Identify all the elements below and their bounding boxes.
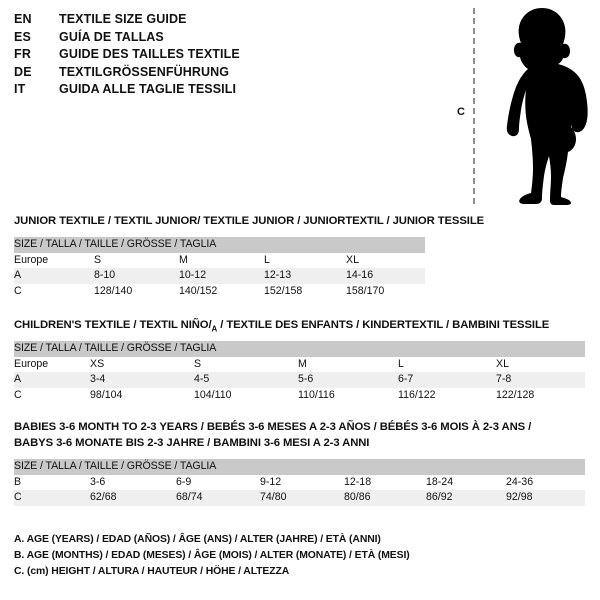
- height-measurement-figure: C: [440, 6, 600, 206]
- table-row: C 62/68 68/74 74/80 80/86 86/92 92/98: [14, 490, 586, 506]
- language-row-fr: FR GUIDE DES TAILLES TEXTILE: [14, 47, 434, 65]
- row-value: 122/128: [496, 387, 586, 403]
- row-value: 80/86: [344, 490, 426, 506]
- babies-section-title-line1: BABIES 3-6 MONTH TO 2-3 YEARS / BEBÉS 3-…: [14, 421, 532, 433]
- language-title: GUÍA DE TALLAS: [59, 29, 164, 44]
- height-measure-label: C: [457, 106, 465, 118]
- row-value: M: [179, 252, 264, 268]
- table-row: B 3-6 6-9 9-12 12-18 18-24 24-36: [14, 474, 586, 490]
- babies-size-table: SIZE / TALLA / TAILLE / GRÖSSE / TAGLIA …: [14, 459, 586, 506]
- row-value: 5-6: [298, 372, 398, 388]
- babies-table-header-label: SIZE / TALLA / TAILLE / GRÖSSE / TAGLIA: [14, 459, 586, 475]
- junior-size-table: SIZE / TALLA / TAILLE / GRÖSSE / TAGLIA …: [14, 237, 426, 299]
- table-row: C 98/104 104/110 110/116 116/122 122/128: [14, 387, 586, 403]
- row-value: 152/158: [264, 283, 346, 299]
- table-row: C 128/140 140/152 152/158 158/170: [14, 283, 426, 299]
- language-title: TEXTILE SIZE GUIDE: [59, 12, 187, 26]
- row-value: 18-24: [426, 474, 506, 490]
- row-value: 10-12: [179, 268, 264, 284]
- legend-item-b: B. AGE (MONTHS) / EDAD (MESES) / ÂGE (MO…: [14, 550, 410, 561]
- language-title: GUIDE DES TAILLES TEXTILE: [59, 47, 240, 61]
- row-value: 14-16: [346, 268, 426, 284]
- children-section-title: CHILDREN'S TEXTILE / TEXTIL NIÑO/A / TEX…: [14, 319, 549, 333]
- children-table-header-row: SIZE / TALLA / TAILLE / GRÖSSE / TAGLIA: [14, 341, 586, 357]
- row-value: 12-13: [264, 268, 346, 284]
- language-title: TEXTILGRÖSSENFÜHRUNG: [59, 64, 230, 79]
- row-value: 7-8: [496, 372, 586, 388]
- row-value: 116/122: [398, 387, 496, 403]
- row-value: 62/68: [90, 490, 176, 506]
- junior-table-header-label: SIZE / TALLA / TAILLE / GRÖSSE / TAGLIA: [14, 237, 426, 253]
- row-value: XL: [496, 356, 586, 372]
- row-value: S: [194, 356, 298, 372]
- row-value: 74/80: [260, 490, 344, 506]
- table-row: Europe S M L XL: [14, 252, 426, 268]
- row-label: Europe: [14, 252, 94, 268]
- babies-section-title-line2: BABYS 3-6 MONATE BIS 2-3 JAHRE / BAMBINI…: [14, 437, 370, 449]
- row-value: 12-18: [344, 474, 426, 490]
- row-value: 128/140: [94, 283, 179, 299]
- row-value: 158/170: [346, 283, 426, 299]
- row-label: B: [14, 474, 90, 490]
- language-code: ES: [14, 29, 32, 44]
- row-value: 6-9: [176, 474, 260, 490]
- table-row: A 3-4 4-5 5-6 6-7 7-8: [14, 372, 586, 388]
- row-value: XL: [346, 252, 426, 268]
- legend-item-a: A. AGE (YEARS) / EDAD (AÑOS) / ÂGE (ANS)…: [14, 534, 381, 545]
- language-title: GUIDA ALLE TAGLIE TESSILI: [59, 82, 237, 96]
- row-value: XS: [90, 356, 194, 372]
- children-title-part1: CHILDREN'S TEXTILE / TEXTIL NIÑO/: [14, 319, 212, 331]
- language-row-en: EN TEXTILE SIZE GUIDE: [14, 12, 434, 30]
- children-size-table: SIZE / TALLA / TAILLE / GRÖSSE / TAGLIA …: [14, 341, 586, 403]
- language-code: EN: [14, 12, 32, 26]
- junior-section-title: JUNIOR TEXTILE / TEXTIL JUNIOR/ TEXTILE …: [14, 215, 485, 227]
- row-label: A: [14, 372, 90, 388]
- junior-table-header-row: SIZE / TALLA / TAILLE / GRÖSSE / TAGLIA: [14, 237, 426, 253]
- language-code: FR: [14, 47, 32, 61]
- row-value: S: [94, 252, 179, 268]
- row-value: 110/116: [298, 387, 398, 403]
- height-measure-dashed-line: [473, 8, 475, 204]
- table-row: Europe XS S M L XL: [14, 356, 586, 372]
- row-label: A: [14, 268, 94, 284]
- row-value: 140/152: [179, 283, 264, 299]
- row-value: 86/92: [426, 490, 506, 506]
- row-value: 9-12: [260, 474, 344, 490]
- babies-table-header-row: SIZE / TALLA / TAILLE / GRÖSSE / TAGLIA: [14, 459, 586, 475]
- language-row-it: IT GUIDA ALLE TAGLIE TESSILI: [14, 82, 434, 100]
- row-value: 8-10: [94, 268, 179, 284]
- row-value: 68/74: [176, 490, 260, 506]
- language-row-de: DE TEXTILGRÖSSENFÜHRUNG: [14, 65, 434, 83]
- row-label: C: [14, 387, 90, 403]
- row-value: L: [264, 252, 346, 268]
- row-value: 24-36: [506, 474, 586, 490]
- measurement-legend: A. AGE (YEARS) / EDAD (AÑOS) / ÂGE (ANS)…: [14, 532, 534, 580]
- language-title-block: EN TEXTILE SIZE GUIDE ES GUÍA DE TALLAS …: [14, 12, 434, 100]
- row-value: 98/104: [90, 387, 194, 403]
- language-code: DE: [14, 64, 32, 79]
- row-label: C: [14, 283, 94, 299]
- row-value: 4-5: [194, 372, 298, 388]
- row-value: 3-4: [90, 372, 194, 388]
- row-label: C: [14, 490, 90, 506]
- table-row: A 8-10 10-12 12-13 14-16: [14, 268, 426, 284]
- row-value: 104/110: [194, 387, 298, 403]
- language-code: IT: [14, 82, 26, 96]
- row-value: 3-6: [90, 474, 176, 490]
- row-value: L: [398, 356, 496, 372]
- row-value: 92/98: [506, 490, 586, 506]
- children-title-subscript: A: [211, 324, 218, 334]
- children-title-part2: / TEXTILE DES ENFANTS / KINDERTEXTIL / B…: [217, 319, 550, 331]
- children-table-header-label: SIZE / TALLA / TAILLE / GRÖSSE / TAGLIA: [14, 341, 586, 357]
- row-value: M: [298, 356, 398, 372]
- row-label: Europe: [14, 356, 90, 372]
- row-value: 6-7: [398, 372, 496, 388]
- toddler-silhouette-icon: [506, 8, 588, 205]
- language-row-es: ES GUÍA DE TALLAS: [14, 30, 434, 48]
- legend-item-c: C. (cm) HEIGHT / ALTURA / HAUTEUR / HÖHE…: [14, 566, 290, 577]
